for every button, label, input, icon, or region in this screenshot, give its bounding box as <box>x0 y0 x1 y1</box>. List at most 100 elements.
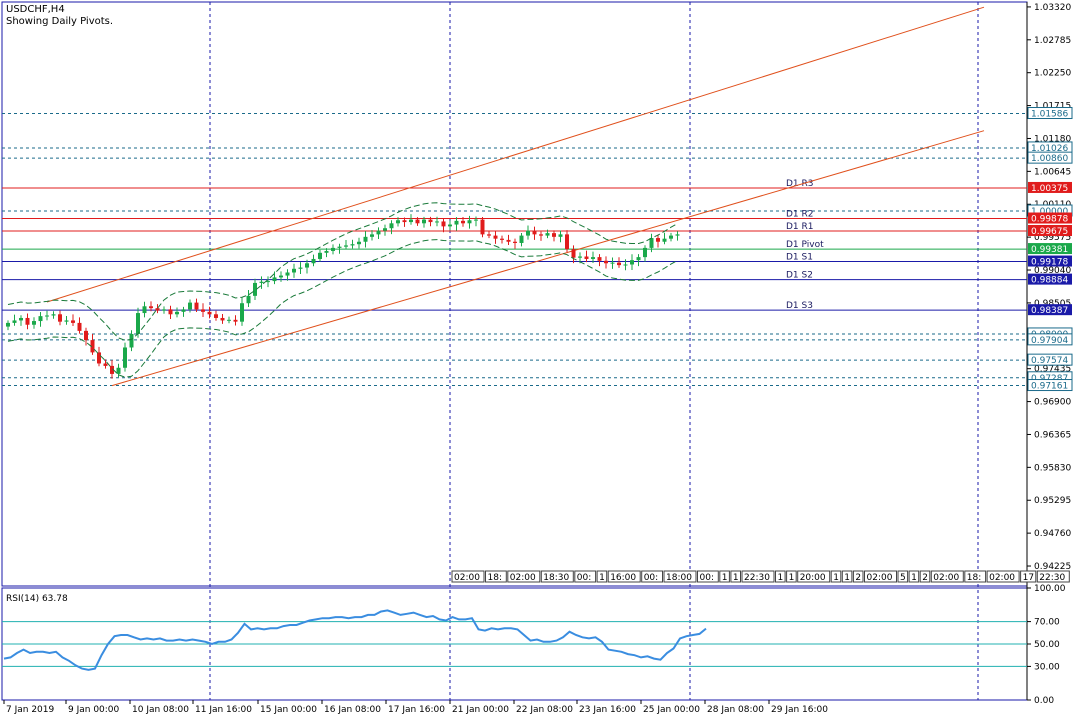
pivot-label: D1 S1 <box>786 253 813 263</box>
candle-body <box>71 320 75 323</box>
session-time-label: 00: <box>700 573 714 583</box>
session-time-box <box>964 570 987 583</box>
price-tick-label: 0.98505 <box>1034 299 1071 309</box>
price-tick-label: 1.00645 <box>1034 167 1071 177</box>
candle-body <box>259 281 264 283</box>
price-tick-label: 1.01715 <box>1034 102 1071 112</box>
candle-body <box>636 257 641 261</box>
session-time-label: 1 <box>833 573 839 583</box>
candle-body <box>591 257 595 259</box>
level-badge-label: 0.97574 <box>1031 356 1068 366</box>
time-tick-label: 23 Jan 16:00 <box>579 705 636 715</box>
rsi-tick-label: 0.00 <box>1034 696 1054 706</box>
rsi-line <box>3 609 707 671</box>
candle-body <box>337 246 342 248</box>
candle-body <box>656 238 660 242</box>
pivot-label: D1 S3 <box>786 301 813 311</box>
candle-body <box>194 302 199 310</box>
session-time-box <box>775 570 786 583</box>
candle-body <box>558 234 563 237</box>
candle-body <box>649 238 654 248</box>
candle-body <box>305 263 309 268</box>
candle-body <box>435 221 439 223</box>
envelope-lower <box>7 239 678 378</box>
session-time-label: 5 <box>900 573 906 583</box>
session-time-label: 22:30 <box>1039 573 1065 583</box>
price-tick-label: 0.96365 <box>1034 430 1071 440</box>
session-time-label: 18: <box>488 573 502 583</box>
time-tick-label: 16 Jan 08:00 <box>324 705 381 715</box>
pivot-badge <box>1028 181 1072 193</box>
pivot-badge <box>1028 212 1072 224</box>
level-badge-label: 1.00860 <box>1031 154 1068 164</box>
time-tick-label: 9 Jan 00:00 <box>68 705 120 715</box>
candle-body <box>220 317 225 321</box>
candle-body <box>396 220 400 224</box>
pivot-badge <box>1028 224 1072 236</box>
session-time-label: 2 <box>922 573 928 583</box>
envelope-upper <box>7 202 678 341</box>
chart-subtitle: Showing Daily Pivots. <box>6 16 114 27</box>
candle-body <box>669 235 673 239</box>
session-time-label: 17 <box>1023 573 1034 583</box>
price-tick-label: 0.95830 <box>1034 463 1071 473</box>
candle-body <box>318 252 322 259</box>
pivot-badge <box>1028 243 1072 255</box>
time-tick-label: 17 Jan 16:00 <box>388 705 445 715</box>
pivot-badge <box>1028 255 1072 267</box>
candle-body <box>103 363 108 366</box>
session-time-label: 22:30 <box>744 573 770 583</box>
price-tick-label: 0.97435 <box>1034 365 1071 375</box>
pivot-badge <box>1028 273 1072 285</box>
level-badge-label: 1.01026 <box>1031 144 1068 154</box>
rsi-tick-label: 70.00 <box>1034 618 1060 628</box>
pivot-label: D1 R2 <box>786 210 814 220</box>
pivot-label: D1 R1 <box>786 222 814 232</box>
candle-body <box>32 321 36 325</box>
level-badge-label: 0.97161 <box>1031 382 1068 392</box>
candle-body <box>19 317 23 321</box>
candle-body <box>422 219 426 224</box>
candle-body <box>214 314 218 318</box>
candle-body <box>571 249 576 258</box>
candle-body <box>58 314 62 322</box>
session-time-label: 00: <box>577 573 591 583</box>
pivot-badge-label: 1.00375 <box>1031 184 1068 194</box>
pivot-badge <box>1028 304 1072 316</box>
candle-body <box>129 333 134 348</box>
candle-body <box>623 264 628 266</box>
pivot-badge-label: 0.98387 <box>1031 306 1068 316</box>
candle-body <box>363 236 368 242</box>
time-tick-label: 25 Jan 00:00 <box>643 705 700 715</box>
time-tick-label: 11 Jan 16:00 <box>195 705 252 715</box>
level-badge <box>1027 107 1073 120</box>
candle-body <box>51 314 56 316</box>
candle-body <box>565 234 569 250</box>
candle-body <box>500 238 504 240</box>
candle-body <box>84 330 88 341</box>
level-badge-label: 0.97287 <box>1031 374 1068 384</box>
level-badge <box>1027 151 1073 164</box>
session-time-box <box>697 570 719 583</box>
session-time-box <box>507 570 541 583</box>
channel-upper-line <box>46 6 985 303</box>
pivot-badge-label: 0.99381 <box>1031 245 1068 255</box>
candle-body <box>97 352 101 364</box>
level-badge-label: 0.97904 <box>1031 336 1068 346</box>
time-tick-label: 22 Jan 08:00 <box>516 705 573 715</box>
candle-body <box>448 224 452 227</box>
session-time-box <box>830 570 842 583</box>
candle-body <box>45 315 49 317</box>
candle-body <box>454 220 459 225</box>
candle-body <box>383 228 387 231</box>
level-badge-label: 1.01586 <box>1031 110 1068 120</box>
session-time-box <box>596 570 608 583</box>
level-badge-label: 1.00000 <box>1031 207 1068 217</box>
main-pane-frame <box>1 1 1028 587</box>
candle-body <box>409 219 413 223</box>
level-badge <box>1027 333 1073 346</box>
session-time-label: 02:00 <box>933 573 959 583</box>
session-time-label: 02:00 <box>510 573 536 583</box>
rsi-tick-label: 50.00 <box>1034 640 1060 650</box>
